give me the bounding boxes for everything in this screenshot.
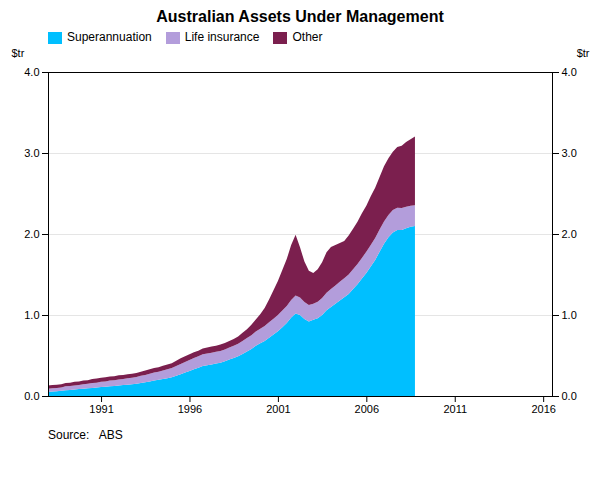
- svg-text:$tr: $tr: [577, 47, 590, 59]
- svg-text:2016: 2016: [531, 403, 555, 415]
- html-text:Superannuation: Superannuation: [67, 30, 152, 44]
- svg-text:2006: 2006: [355, 403, 379, 415]
- svg-text:4.0: 4.0: [562, 66, 577, 78]
- svg-text:$tr: $tr: [12, 47, 25, 59]
- svg-text:3.0: 3.0: [562, 147, 577, 159]
- svg-text:3.0: 3.0: [24, 147, 39, 159]
- html-text:Australian Assets Under Manage: Australian Assets Under Management: [156, 8, 444, 25]
- svg-text:2.0: 2.0: [562, 228, 577, 240]
- svg-text:1991: 1991: [89, 403, 113, 415]
- html-text:Source: ABS: Source: ABS: [48, 428, 123, 442]
- svg-text:1.0: 1.0: [562, 309, 577, 321]
- svg-text:4.0: 4.0: [24, 66, 39, 78]
- svg-text:1.0: 1.0: [24, 309, 39, 321]
- svg-text:0.0: 0.0: [562, 390, 577, 402]
- svg-text:2001: 2001: [266, 403, 290, 415]
- svg-text:2011: 2011: [443, 403, 467, 415]
- html-text:Other: Other: [292, 30, 323, 44]
- html-text:Life insurance: Life insurance: [184, 30, 260, 44]
- svg-text:0.0: 0.0: [24, 390, 39, 402]
- svg-text:1996: 1996: [178, 403, 202, 415]
- svg-text:2.0: 2.0: [24, 228, 39, 240]
